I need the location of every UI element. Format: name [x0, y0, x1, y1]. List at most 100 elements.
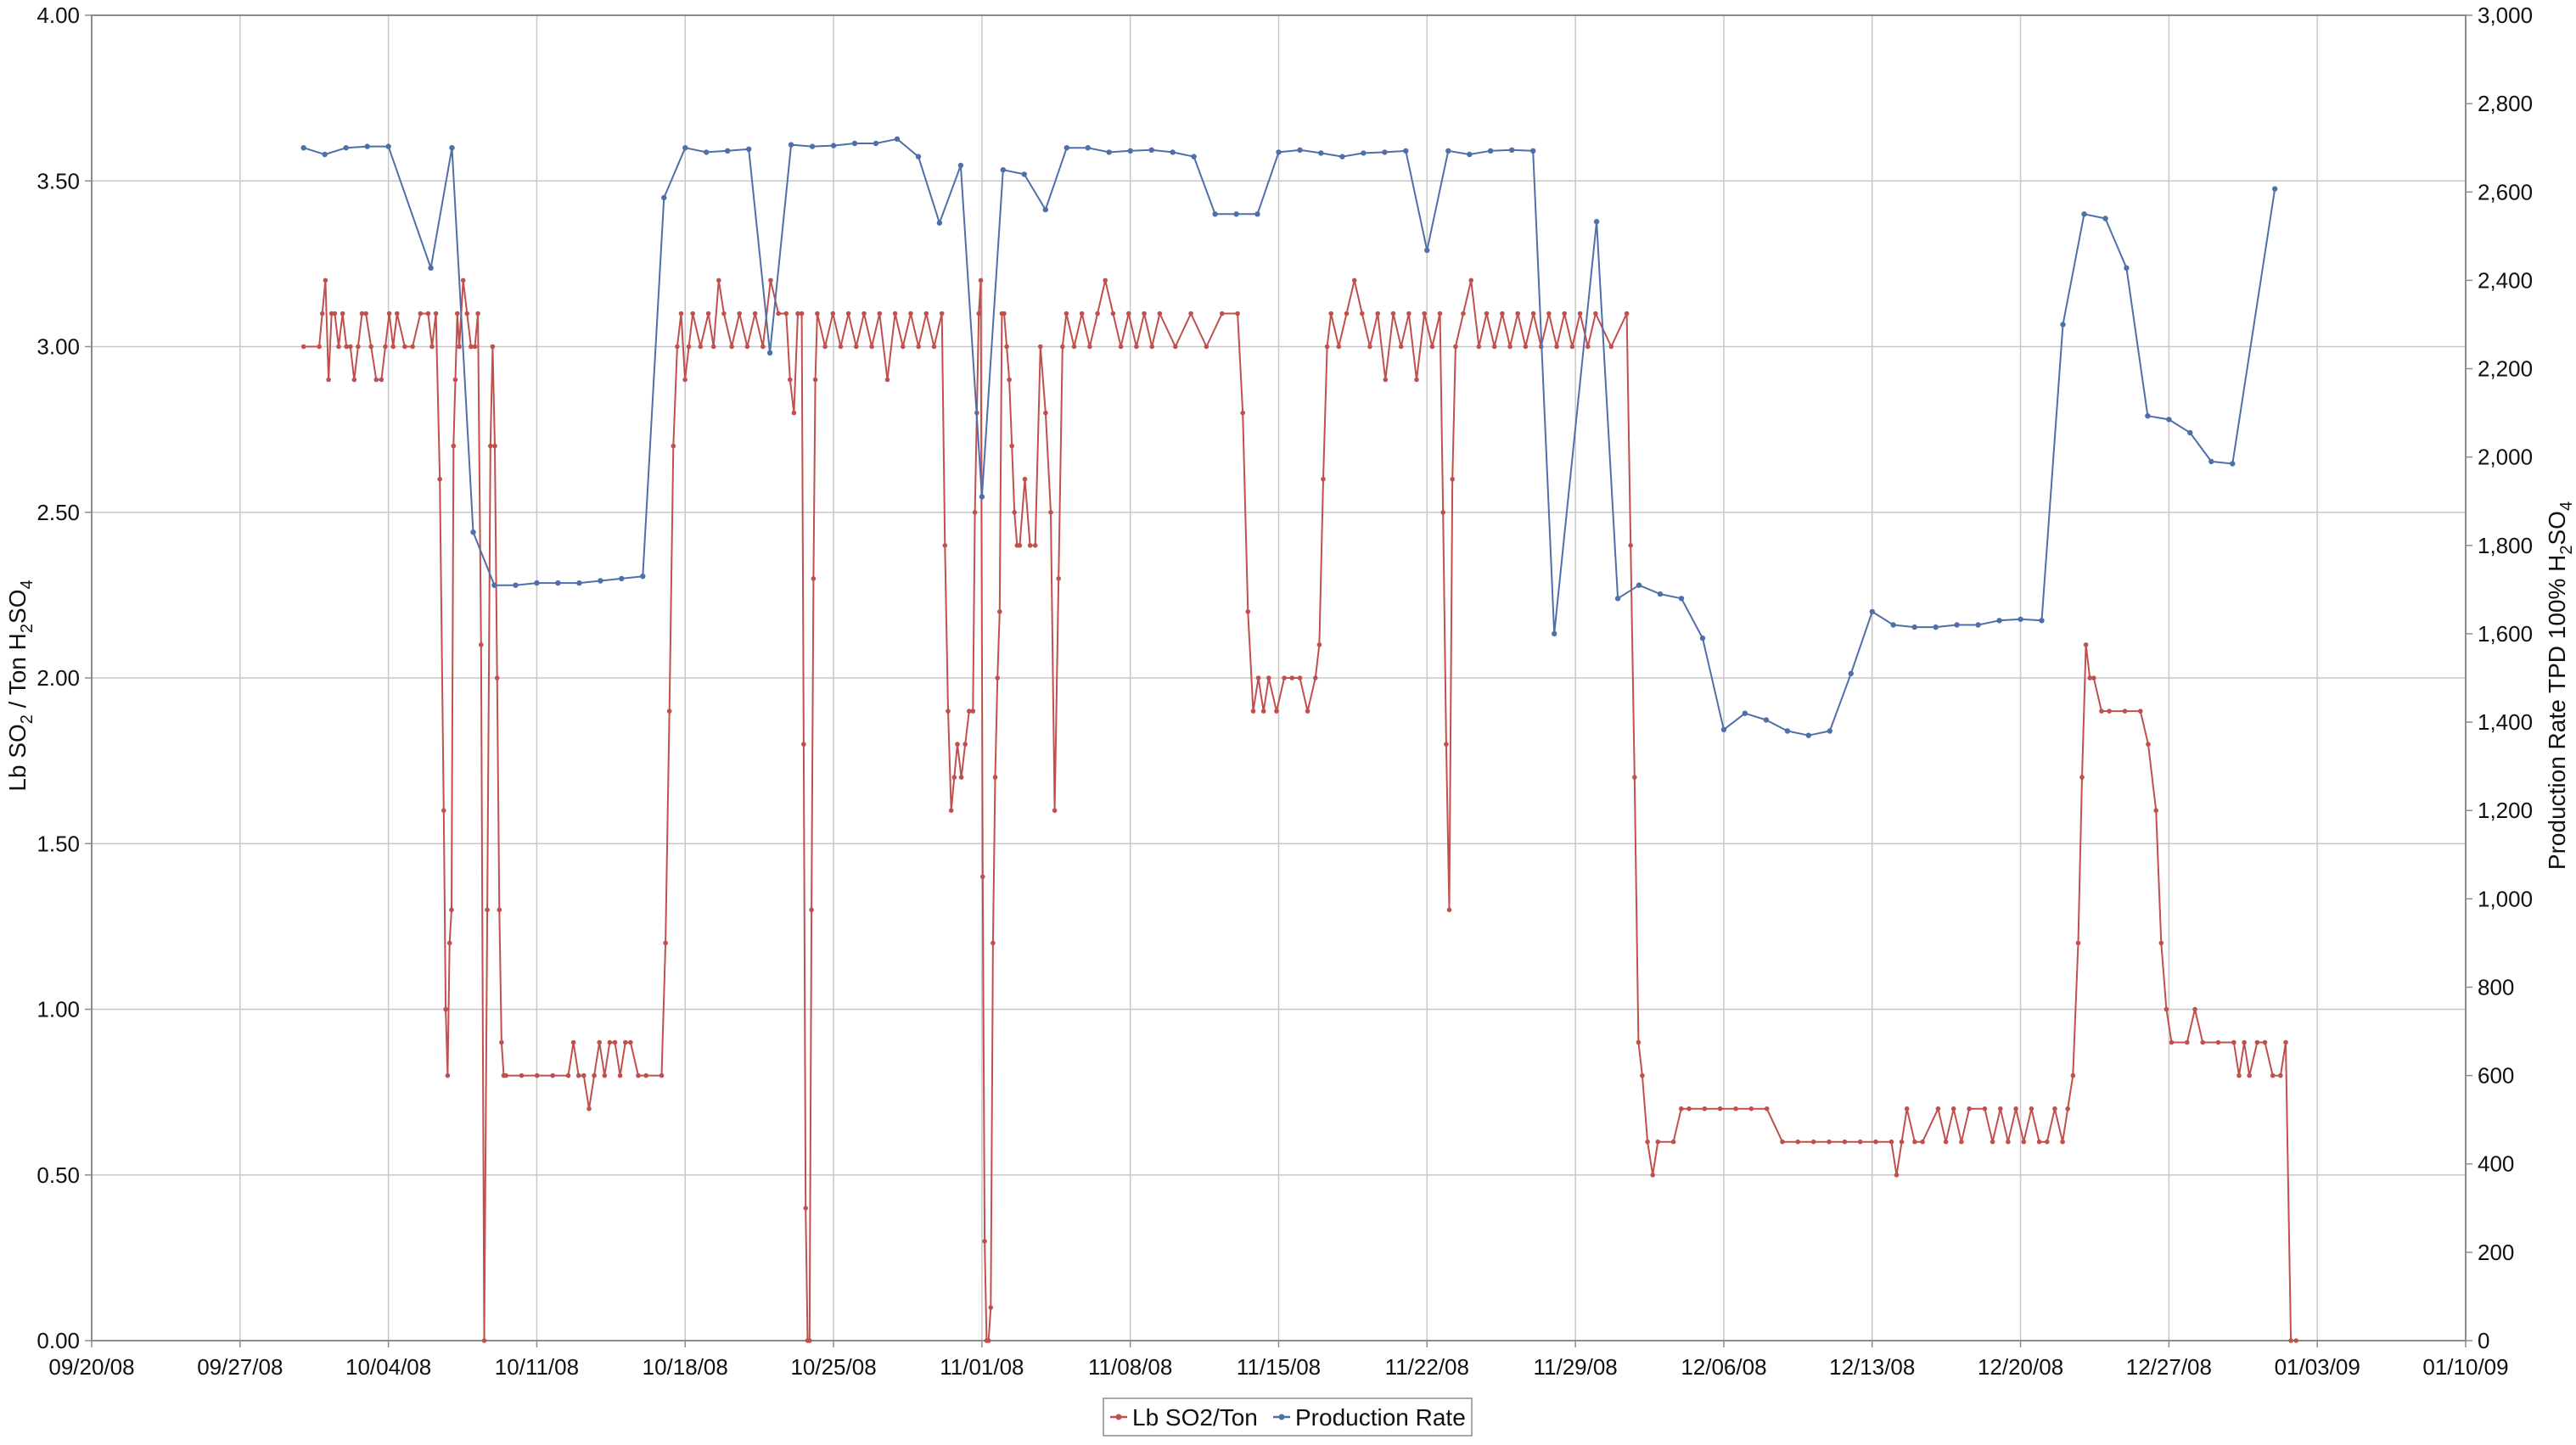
- data-point-so2: [2079, 775, 2085, 780]
- data-point-so2: [1012, 510, 1017, 515]
- data-point-production: [576, 580, 582, 586]
- data-point-so2: [464, 311, 470, 316]
- left-tick-label: 2.50: [36, 500, 80, 525]
- data-point-so2: [410, 344, 415, 350]
- data-point-so2: [2075, 940, 2081, 946]
- data-point-so2: [2158, 940, 2164, 946]
- data-point-so2: [815, 311, 820, 316]
- data-point-production: [2145, 413, 2151, 419]
- data-point-production: [1699, 635, 1706, 641]
- data-point-so2: [916, 344, 921, 350]
- data-point-so2: [1250, 708, 1256, 714]
- data-point-so2: [433, 311, 439, 316]
- data-point-so2: [1608, 344, 1614, 350]
- data-point-so2: [1577, 311, 1583, 316]
- data-point-production: [1911, 624, 1917, 630]
- data-point-so2: [783, 311, 789, 316]
- data-point-production: [725, 148, 731, 154]
- data-point-so2: [1087, 344, 1092, 350]
- data-point-production: [1530, 148, 1536, 154]
- data-point-so2: [1134, 344, 1139, 350]
- data-point-so2: [803, 1206, 808, 1211]
- data-point-so2: [791, 410, 797, 416]
- data-point-production: [2230, 461, 2236, 467]
- data-point-so2: [1142, 311, 1147, 316]
- data-point-production: [2208, 458, 2214, 465]
- data-point-so2: [686, 344, 692, 350]
- data-point-so2: [1530, 311, 1536, 316]
- data-point-so2: [1060, 344, 1065, 350]
- data-point-so2: [2262, 1039, 2268, 1045]
- data-point-so2: [1048, 510, 1053, 515]
- data-point-so2: [319, 311, 325, 316]
- data-point-so2: [1079, 311, 1085, 316]
- data-point-so2: [1157, 311, 1163, 316]
- data-point-so2: [1500, 311, 1505, 316]
- data-point-so2: [455, 311, 460, 316]
- data-point-so2: [2122, 708, 2128, 714]
- data-point-so2: [1624, 311, 1630, 316]
- data-point-so2: [1235, 311, 1240, 316]
- data-point-production: [1593, 219, 1600, 225]
- data-point-so2: [2021, 1139, 2027, 1145]
- data-point-so2: [1810, 1139, 1816, 1145]
- data-point-so2: [2215, 1039, 2221, 1045]
- data-point-so2: [1118, 344, 1124, 350]
- data-point-so2: [2060, 1139, 2065, 1145]
- data-point-so2: [2200, 1039, 2205, 1045]
- left-tick-label: 4.00: [36, 3, 80, 28]
- x-tick-label: 12/27/08: [2126, 1354, 2212, 1380]
- data-point-so2: [690, 311, 695, 316]
- data-point-so2: [1375, 311, 1380, 316]
- data-point-so2: [1383, 377, 1389, 383]
- data-point-so2: [1484, 311, 1490, 316]
- data-point-so2: [992, 775, 998, 780]
- data-point-so2: [1686, 1106, 1692, 1112]
- data-point-so2: [1007, 377, 1012, 383]
- data-point-production: [598, 578, 603, 584]
- data-point-so2: [976, 311, 981, 316]
- data-point-production: [2018, 616, 2023, 622]
- data-point-so2: [2236, 1073, 2242, 1078]
- data-point-so2: [452, 377, 458, 383]
- data-point-so2: [663, 940, 668, 946]
- data-point-so2: [1027, 543, 1033, 548]
- data-point-so2: [1437, 311, 1443, 316]
- left-tick-label: 3.00: [36, 334, 80, 360]
- data-point-so2: [451, 443, 457, 449]
- data-point-so2: [2192, 1006, 2197, 1012]
- data-point-so2: [1655, 1139, 1661, 1145]
- data-point-so2: [1546, 311, 1552, 316]
- data-point-so2: [744, 344, 750, 350]
- left-tick-label: 0.00: [36, 1328, 80, 1353]
- data-point-so2: [1240, 410, 1245, 416]
- data-point-production: [1933, 624, 1939, 630]
- data-point-production: [788, 142, 794, 148]
- data-point-so2: [623, 1039, 628, 1045]
- data-point-so2: [351, 377, 357, 383]
- x-tick-label: 10/25/08: [790, 1354, 876, 1380]
- x-tick-label: 01/03/09: [2275, 1354, 2360, 1380]
- data-point-so2: [795, 311, 800, 316]
- x-tick-label: 11/08/08: [1088, 1354, 1172, 1380]
- data-point-production: [1127, 148, 1133, 154]
- right-tick-label: 600: [2478, 1063, 2514, 1089]
- data-point-so2: [948, 808, 954, 813]
- data-point-so2: [980, 874, 985, 880]
- legend: Lb SO2/Ton Production Rate: [1103, 1397, 1473, 1437]
- data-point-so2: [1398, 344, 1404, 350]
- data-point-so2: [698, 344, 704, 350]
- legend-marker-production: [1278, 1414, 1285, 1420]
- data-point-production: [766, 350, 773, 356]
- data-point-so2: [317, 344, 322, 350]
- data-point-so2: [437, 476, 442, 482]
- data-point-so2: [1220, 311, 1225, 316]
- data-point-production: [1657, 591, 1664, 597]
- data-point-so2: [475, 311, 480, 316]
- data-point-so2: [503, 1073, 508, 1078]
- data-point-so2: [1515, 311, 1520, 316]
- x-tick-label: 12/13/08: [1829, 1354, 1915, 1380]
- data-point-so2: [2052, 1106, 2057, 1112]
- data-point-so2: [1360, 311, 1365, 316]
